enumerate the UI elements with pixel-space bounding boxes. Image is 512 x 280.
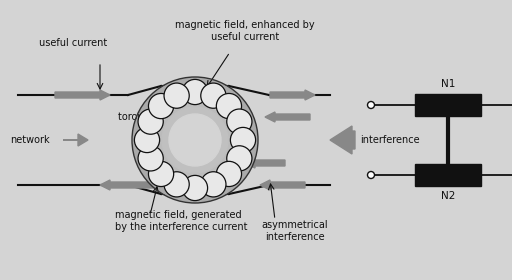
Circle shape [164,172,189,197]
FancyArrow shape [55,90,110,100]
Text: magnetic field, enhanced by
useful current: magnetic field, enhanced by useful curre… [175,20,315,42]
Circle shape [169,114,221,166]
FancyArrow shape [63,134,88,146]
Circle shape [148,94,174,119]
Circle shape [138,109,163,134]
Circle shape [201,83,226,108]
FancyArrow shape [270,90,315,100]
Circle shape [217,161,242,186]
Text: useful current: useful current [39,38,107,48]
Circle shape [230,127,255,153]
Circle shape [201,172,226,197]
FancyArrow shape [245,158,285,168]
Text: toroidal core: toroidal core [118,112,179,122]
Circle shape [159,104,231,176]
Bar [415,94,481,116]
Text: magnetic field, generated
by the interference current: magnetic field, generated by the interfe… [115,210,247,232]
Circle shape [182,80,207,105]
Circle shape [164,83,189,108]
Circle shape [368,171,374,179]
FancyArrow shape [330,126,355,154]
Circle shape [138,146,163,171]
Circle shape [144,89,246,191]
Text: N1: N1 [441,79,455,89]
Text: network: network [10,135,50,145]
Circle shape [164,109,226,171]
Circle shape [134,127,160,153]
Circle shape [217,94,242,119]
FancyArrow shape [100,180,155,190]
Circle shape [227,146,252,171]
Circle shape [162,107,228,173]
Circle shape [227,109,252,134]
FancyArrow shape [260,180,305,190]
Circle shape [182,175,207,200]
Text: N2: N2 [441,191,455,201]
Text: asymmetrical
interference: asymmetrical interference [262,220,328,242]
FancyArrow shape [265,112,310,122]
Circle shape [148,161,174,186]
Circle shape [133,78,257,202]
Text: interference: interference [360,135,420,145]
Bar [415,164,481,186]
Circle shape [368,102,374,109]
